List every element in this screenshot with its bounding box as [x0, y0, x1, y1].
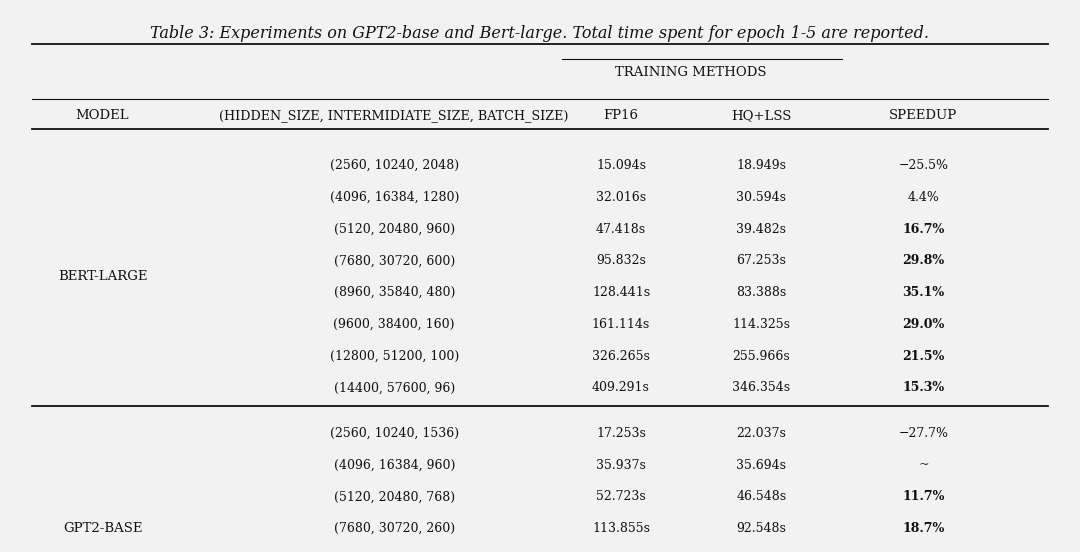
- Text: 15.094s: 15.094s: [596, 159, 646, 172]
- Text: 15.3%: 15.3%: [902, 381, 945, 394]
- Text: 161.114s: 161.114s: [592, 318, 650, 331]
- Text: 17.253s: 17.253s: [596, 427, 646, 440]
- Text: (5120, 20480, 960): (5120, 20480, 960): [334, 222, 455, 236]
- Text: MODEL: MODEL: [76, 109, 130, 123]
- Text: 346.354s: 346.354s: [732, 381, 791, 394]
- Text: 92.548s: 92.548s: [737, 522, 786, 535]
- Text: SPEEDUP: SPEEDUP: [889, 109, 958, 123]
- Text: 255.966s: 255.966s: [732, 349, 791, 363]
- Text: (HIDDEN_SIZE, INTERMIDIATE_SIZE, BATCH_SIZE): (HIDDEN_SIZE, INTERMIDIATE_SIZE, BATCH_S…: [219, 109, 569, 123]
- Text: 29.8%: 29.8%: [902, 254, 945, 267]
- Text: 35.937s: 35.937s: [596, 459, 646, 471]
- Text: 409.291s: 409.291s: [592, 381, 650, 394]
- Text: GPT2-BASE: GPT2-BASE: [63, 522, 143, 535]
- Text: 35.1%: 35.1%: [902, 286, 945, 299]
- Text: −27.7%: −27.7%: [899, 427, 948, 440]
- Text: TRAINING METHODS: TRAINING METHODS: [616, 66, 767, 79]
- Text: (2560, 10240, 1536): (2560, 10240, 1536): [329, 427, 459, 440]
- Text: 16.7%: 16.7%: [902, 222, 945, 236]
- Text: BERT-LARGE: BERT-LARGE: [58, 270, 147, 283]
- Text: (4096, 16384, 1280): (4096, 16384, 1280): [329, 191, 459, 204]
- Text: 22.037s: 22.037s: [737, 427, 786, 440]
- Text: 11.7%: 11.7%: [902, 490, 945, 503]
- Text: 35.694s: 35.694s: [737, 459, 786, 471]
- Text: 95.832s: 95.832s: [596, 254, 646, 267]
- Text: 29.0%: 29.0%: [902, 318, 945, 331]
- Text: (9600, 38400, 160): (9600, 38400, 160): [334, 318, 455, 331]
- Text: (2560, 10240, 2048): (2560, 10240, 2048): [329, 159, 459, 172]
- Text: 4.4%: 4.4%: [907, 191, 940, 204]
- Text: (14400, 57600, 96): (14400, 57600, 96): [334, 381, 455, 394]
- Text: FP16: FP16: [604, 109, 638, 123]
- Text: 326.265s: 326.265s: [592, 349, 650, 363]
- Text: (4096, 16384, 960): (4096, 16384, 960): [334, 459, 455, 471]
- Text: (7680, 30720, 600): (7680, 30720, 600): [334, 254, 455, 267]
- Text: 113.855s: 113.855s: [592, 522, 650, 535]
- Text: −25.5%: −25.5%: [899, 159, 948, 172]
- Text: 83.388s: 83.388s: [737, 286, 786, 299]
- Text: (12800, 51200, 100): (12800, 51200, 100): [329, 349, 459, 363]
- Text: 114.325s: 114.325s: [732, 318, 791, 331]
- Text: 39.482s: 39.482s: [737, 222, 786, 236]
- Text: 128.441s: 128.441s: [592, 286, 650, 299]
- Text: (7680, 30720, 260): (7680, 30720, 260): [334, 522, 455, 535]
- Text: 52.723s: 52.723s: [596, 490, 646, 503]
- Text: 21.5%: 21.5%: [902, 349, 945, 363]
- Text: 30.594s: 30.594s: [737, 191, 786, 204]
- Text: 32.016s: 32.016s: [596, 191, 646, 204]
- Text: (5120, 20480, 768): (5120, 20480, 768): [334, 490, 455, 503]
- Text: 46.548s: 46.548s: [737, 490, 786, 503]
- Text: 18.7%: 18.7%: [902, 522, 945, 535]
- Text: 18.949s: 18.949s: [737, 159, 786, 172]
- Text: 47.418s: 47.418s: [596, 222, 646, 236]
- Text: Table 3: Experiments on GPT2-base and Bert-large. Total time spent for epoch 1-5: Table 3: Experiments on GPT2-base and Be…: [150, 25, 930, 42]
- Text: ~: ~: [918, 459, 929, 471]
- Text: (8960, 35840, 480): (8960, 35840, 480): [334, 286, 455, 299]
- Text: 67.253s: 67.253s: [737, 254, 786, 267]
- Text: HQ+LSS: HQ+LSS: [731, 109, 792, 123]
